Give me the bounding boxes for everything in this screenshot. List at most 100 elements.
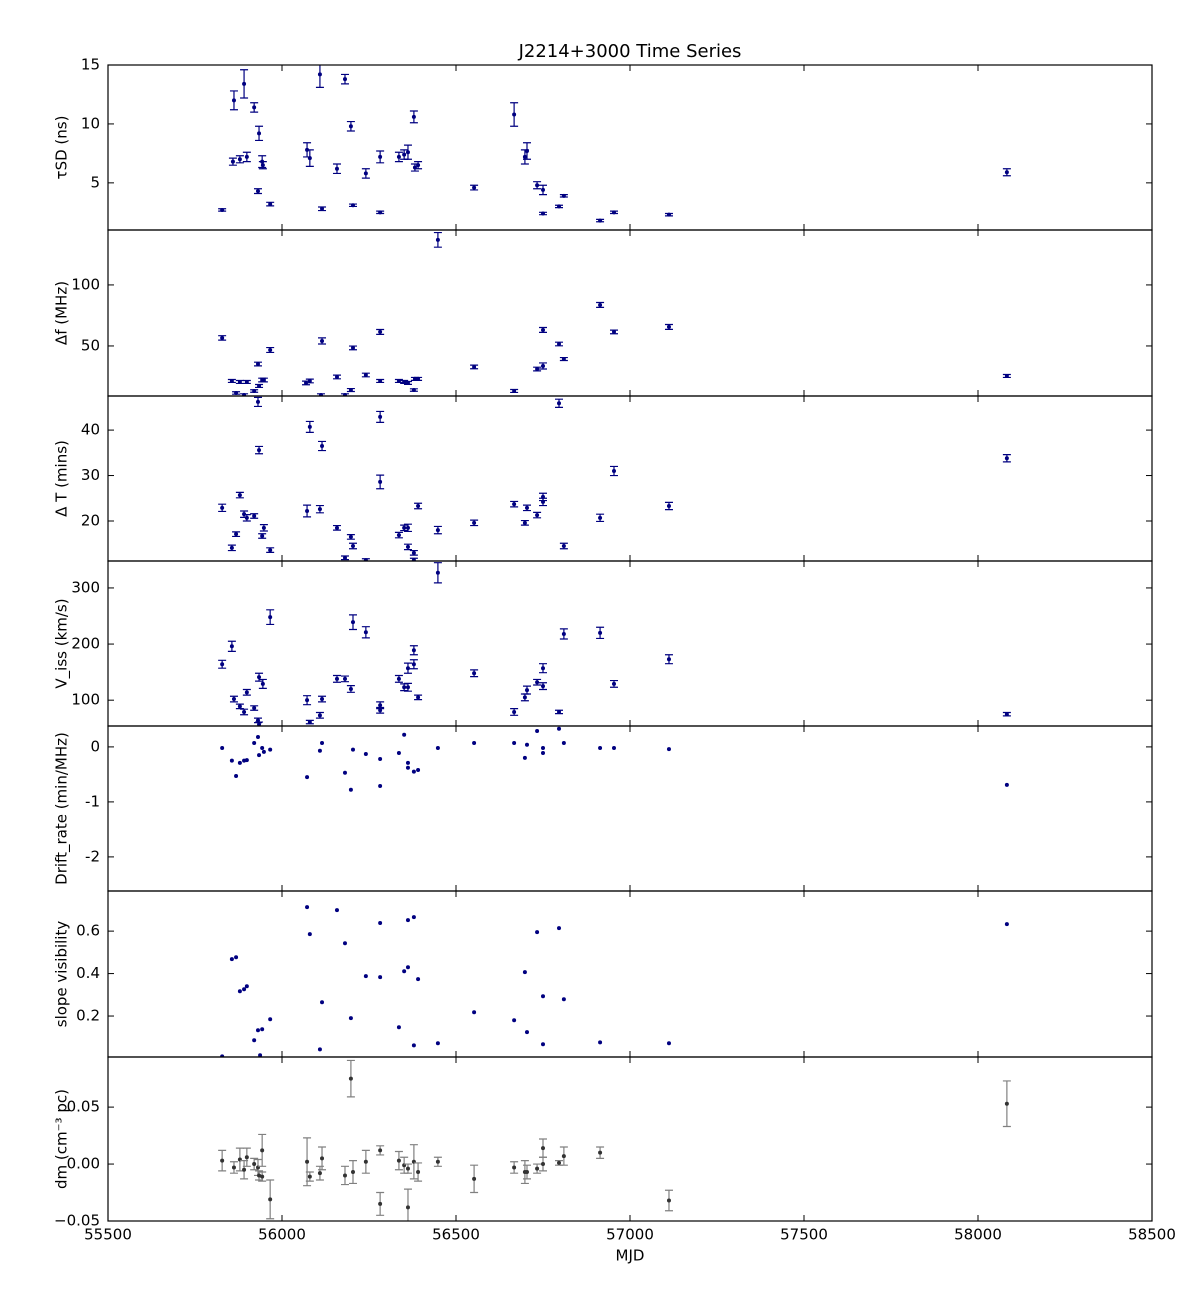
- data-point: [405, 666, 410, 671]
- data-point: [229, 644, 234, 649]
- data-point: [666, 747, 671, 752]
- data-point: [252, 514, 257, 518]
- data-point: [348, 388, 353, 393]
- data-point: [342, 1173, 347, 1178]
- plot-area: [218, 231, 1011, 396]
- data-point: [234, 390, 239, 395]
- y-tick-label: 0.2: [76, 1007, 100, 1025]
- y-axis-label: V_iss (km/s): [53, 598, 72, 688]
- data-point: [320, 1156, 325, 1161]
- data-point: [416, 376, 421, 381]
- data-point: [561, 997, 566, 1002]
- data-point: [557, 926, 562, 931]
- plot-frame: [107, 1056, 1153, 1222]
- data-point: [535, 930, 540, 935]
- data-point: [320, 741, 325, 746]
- data-point: [435, 528, 440, 533]
- data-point: [350, 1170, 355, 1175]
- data-point: [255, 399, 260, 404]
- data-point: [396, 750, 401, 755]
- y-axis-label: slope visibility: [53, 921, 71, 1028]
- data-point: [305, 698, 310, 703]
- data-point: [348, 124, 353, 129]
- y-tick-label: 100: [71, 691, 100, 709]
- data-point: [317, 713, 322, 718]
- data-point: [378, 975, 383, 980]
- y-axis-label: τSD (ns): [53, 116, 71, 180]
- data-point: [378, 329, 383, 334]
- data-point: [320, 444, 325, 448]
- data-point: [1004, 1101, 1009, 1106]
- data-point: [348, 534, 353, 539]
- data-point: [512, 388, 517, 393]
- data-point: [402, 969, 407, 974]
- data-point: [666, 212, 671, 217]
- data-point: [557, 204, 562, 209]
- data-point: [666, 1041, 671, 1046]
- data-point: [318, 393, 323, 396]
- x-tick-label: 55500: [84, 1226, 132, 1244]
- data-point: [598, 302, 603, 307]
- data-point: [234, 532, 239, 537]
- y-tick-label: 0.4: [76, 964, 100, 982]
- data-point: [411, 558, 416, 561]
- data-point: [220, 335, 225, 340]
- data-point: [402, 152, 407, 157]
- data-point: [378, 703, 383, 708]
- x-tick-label: 58000: [954, 1226, 1002, 1244]
- y-tick-label: 40: [81, 421, 100, 439]
- x-tick-label: 56000: [258, 1226, 306, 1244]
- data-point: [350, 620, 355, 625]
- data-point: [557, 401, 562, 406]
- data-point: [405, 150, 410, 155]
- data-point: [350, 747, 355, 752]
- data-point: [405, 685, 410, 690]
- data-point: [268, 347, 273, 352]
- data-point: [242, 987, 247, 992]
- data-point: [260, 746, 265, 750]
- data-point: [220, 1158, 225, 1163]
- data-point: [261, 378, 266, 383]
- data-point: [348, 686, 353, 691]
- data-point: [472, 364, 477, 369]
- data-point: [242, 81, 247, 86]
- data-point: [522, 755, 527, 760]
- data-point: [666, 504, 671, 508]
- data-point: [378, 708, 383, 713]
- data-point: [411, 648, 416, 653]
- data-point: [611, 210, 616, 215]
- data-point: [237, 379, 242, 384]
- data-point: [252, 105, 257, 110]
- data-point: [541, 666, 545, 671]
- x-tick-label: 56500: [432, 1226, 480, 1244]
- data-point: [229, 957, 234, 962]
- data-point: [378, 757, 383, 761]
- data-point: [472, 520, 477, 525]
- data-point: [598, 515, 603, 520]
- data-point: [557, 726, 562, 731]
- data-point: [416, 695, 421, 700]
- y-tick-label: 0: [90, 737, 100, 755]
- data-point: [541, 994, 545, 999]
- data-point: [229, 758, 234, 763]
- data-point: [320, 697, 325, 702]
- plot-area: [218, 562, 1011, 726]
- data-point: [411, 769, 416, 774]
- data-point: [268, 202, 273, 207]
- data-point: [405, 965, 410, 970]
- data-point: [561, 631, 566, 636]
- data-point: [257, 722, 262, 726]
- data-point: [307, 378, 312, 383]
- data-point: [350, 203, 355, 208]
- data-point: [1004, 456, 1009, 461]
- y-tick-label: 0.05: [67, 1098, 100, 1116]
- data-point: [378, 210, 383, 215]
- data-point: [405, 760, 410, 765]
- data-point: [396, 378, 401, 383]
- data-point: [260, 534, 265, 538]
- data-point: [348, 787, 353, 792]
- x-tick-label: 57000: [606, 1226, 654, 1244]
- data-point: [512, 112, 517, 117]
- data-point: [402, 685, 407, 690]
- y-tick-label: 300: [71, 578, 100, 596]
